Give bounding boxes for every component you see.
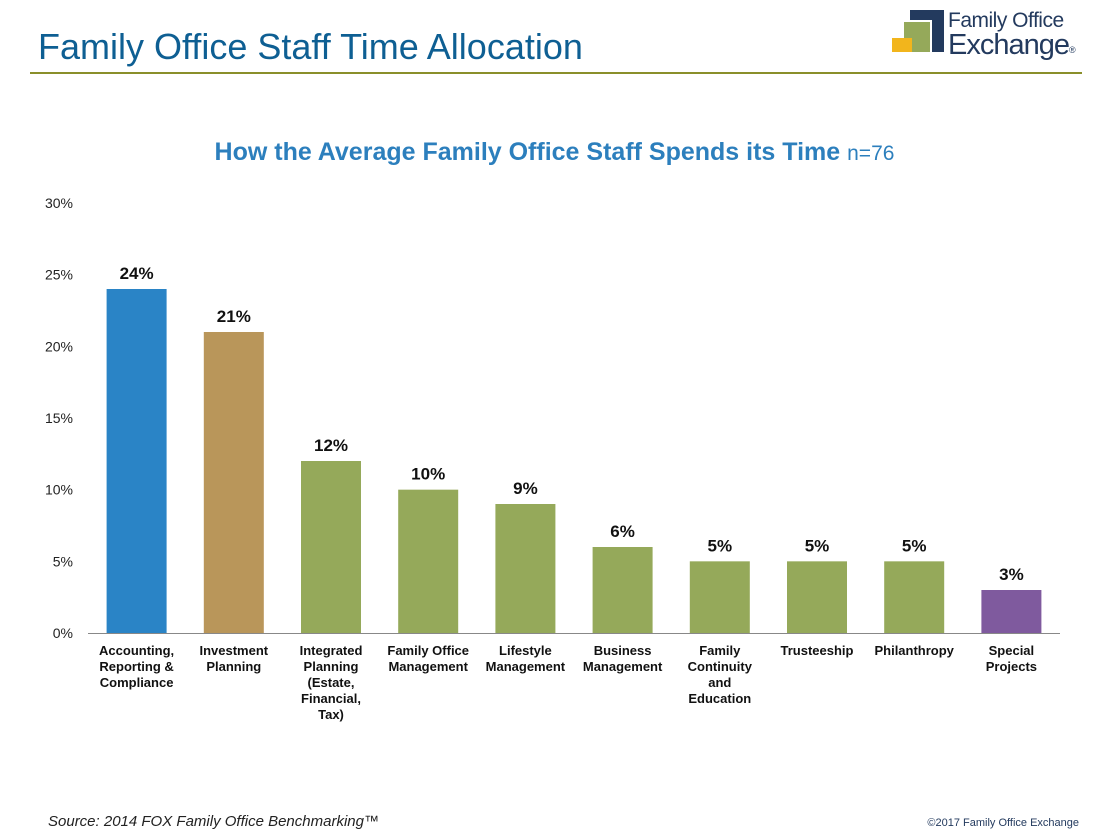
category-label-line: Management — [388, 659, 468, 674]
data-label: 10% — [411, 465, 445, 484]
category-label-line: Education — [688, 691, 751, 706]
bar — [884, 561, 945, 633]
logo-line-2: Exchange — [948, 29, 1070, 61]
y-tick-label: 20% — [45, 338, 73, 354]
bar — [106, 289, 167, 633]
chart-title: How the Average Family Office Staff Spen… — [214, 138, 841, 166]
category-label: Family Office Management — [387, 643, 469, 674]
data-label: 5% — [902, 536, 927, 555]
chart-title-wrap: How the Average Family Office Staff Spen… — [0, 138, 1109, 167]
data-label: 21% — [217, 307, 251, 326]
category-label-line: Continuity — [688, 659, 753, 674]
category-label-line: Management — [583, 659, 663, 674]
bar — [203, 332, 264, 633]
data-label: 24% — [120, 264, 154, 283]
y-tick-label: 10% — [45, 482, 73, 498]
y-tick-label: 30% — [45, 195, 73, 211]
category-label: Investment Planning — [199, 643, 268, 674]
bar — [398, 489, 459, 633]
bar — [592, 547, 653, 633]
category-label: Philanthropy — [874, 643, 954, 658]
category-label-line: Lifestyle — [499, 643, 552, 658]
bar — [495, 504, 556, 633]
y-tick-label: 5% — [53, 553, 73, 569]
category-label-line: Management — [486, 659, 566, 674]
data-label: 9% — [513, 479, 538, 498]
header-divider — [30, 72, 1082, 74]
category-label: Integrated Planning (Estate, Financial, Tax) — [300, 643, 363, 722]
y-tick-label: 25% — [45, 267, 73, 283]
category-label-line: Philanthropy — [874, 643, 954, 658]
category-label-line: Reporting & — [99, 659, 173, 674]
copyright-note: ©2017 Family Office Exchange — [927, 817, 1079, 829]
category-label: Family Continuity and Education — [688, 643, 753, 706]
category-label-line: Financial, — [301, 691, 361, 706]
category-label-line: and — [708, 675, 731, 690]
category-label-line: Accounting, — [99, 643, 174, 658]
page-title: Family Office Staff Time Allocation — [38, 26, 583, 67]
category-label-line: Family Office — [387, 643, 469, 658]
family-office-exchange-logo: Family Office Exchange® — [892, 8, 1092, 64]
bar — [689, 561, 750, 633]
registered-mark: ® — [1069, 45, 1076, 55]
category-label-line: Projects — [986, 659, 1037, 674]
category-label: Business Management — [583, 643, 663, 674]
bar — [787, 561, 847, 633]
category-label-line: Special — [989, 643, 1035, 658]
category-label-line: Trusteeship — [781, 643, 854, 658]
category-label-line: (Estate, — [308, 675, 355, 690]
category-label: Trusteeship — [781, 643, 854, 658]
data-label: 12% — [314, 436, 348, 455]
category-label-line: Family — [699, 643, 741, 658]
data-label: 5% — [805, 536, 830, 555]
category-label-line: Planning — [206, 659, 261, 674]
category-label-line: Investment — [199, 643, 268, 658]
category-label-line: Tax) — [318, 707, 344, 722]
source-note: Source: 2014 FOX Family Office Benchmark… — [48, 813, 379, 830]
category-label-line: Compliance — [100, 675, 174, 690]
category-label: Special Projects — [986, 643, 1037, 674]
data-label: 3% — [999, 565, 1024, 584]
logo-line-1: Family Office — [948, 9, 1064, 32]
category-label: Accounting, Reporting & Compliance — [99, 643, 174, 690]
y-tick-label: 15% — [45, 410, 73, 426]
category-label-line: Integrated — [300, 643, 363, 658]
chart-subtitle: n=76 — [847, 142, 895, 165]
category-label-line: Business — [594, 643, 652, 658]
y-tick-label: 0% — [53, 625, 73, 641]
bar — [981, 590, 1042, 633]
logo-mark-icon — [892, 10, 944, 52]
bar — [301, 461, 361, 633]
category-label-line: Planning — [304, 659, 359, 674]
category-label: Lifestyle Management — [486, 643, 566, 674]
data-label: 6% — [610, 522, 635, 541]
data-label: 5% — [708, 536, 733, 555]
